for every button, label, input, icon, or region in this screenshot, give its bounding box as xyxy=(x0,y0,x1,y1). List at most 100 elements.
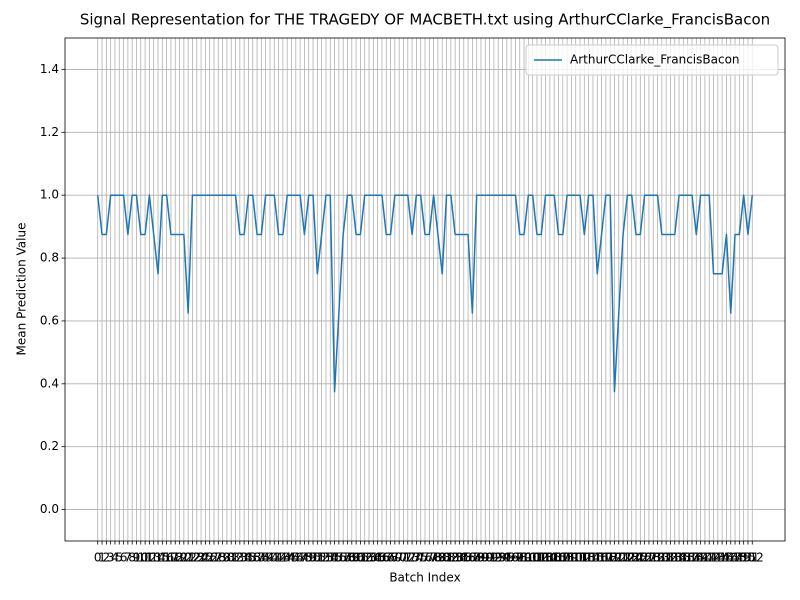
x-tick-label: 34 xyxy=(236,551,251,565)
x-tick-label: 54 xyxy=(323,551,338,565)
x-tick-label: 132 xyxy=(655,551,678,565)
x-tick-label: 85 xyxy=(456,551,471,565)
x-tick-label: 67 xyxy=(379,551,394,565)
x-tick-label: 69 xyxy=(387,551,402,565)
x-tick-label: 10 xyxy=(133,551,148,565)
x-tick-label: 97 xyxy=(508,551,523,565)
y-tick-label: 1.2 xyxy=(40,125,59,139)
x-tick-label: 0 xyxy=(94,551,102,565)
x-tick-label: 116 xyxy=(586,551,609,565)
y-axis-label: Mean Prediction Value xyxy=(15,223,29,356)
x-tick-label: 49 xyxy=(301,551,316,565)
x-tick-label: 143 xyxy=(702,551,725,565)
x-tick-label: 60 xyxy=(348,551,363,565)
x-tick-label: 134 xyxy=(663,551,686,565)
x-tick-label: 73 xyxy=(404,551,419,565)
x-tick-label: 46 xyxy=(288,551,303,565)
x-tick-label: 95 xyxy=(499,551,514,565)
x-tick-label: 70 xyxy=(392,551,407,565)
x-tick-label: 38 xyxy=(254,551,269,565)
x-tick-label: 115 xyxy=(581,551,604,565)
x-tick-label: 100 xyxy=(517,551,540,565)
x-tick-label: 28 xyxy=(211,551,226,565)
x-tick-label: 27 xyxy=(206,551,221,565)
x-tick-label: 78 xyxy=(426,551,441,565)
x-tick-label: 64 xyxy=(366,551,381,565)
x-tick-label: 25 xyxy=(198,551,213,565)
x-tick-label: 129 xyxy=(642,551,665,565)
x-tick-label: 53 xyxy=(318,551,333,565)
x-tick-label: 57 xyxy=(336,551,351,565)
x-tick-label: 82 xyxy=(443,551,458,565)
x-tick-label: 2 xyxy=(103,551,111,565)
x-tick-label: 141 xyxy=(693,551,716,565)
x-tick-label: 51 xyxy=(310,551,325,565)
x-tick-label: 41 xyxy=(267,551,282,565)
x-tick-label: 56 xyxy=(331,551,346,565)
x-tick-label: 42 xyxy=(271,551,286,565)
y-tick-label: 0.4 xyxy=(40,376,59,390)
x-tick-label: 71 xyxy=(396,551,411,565)
x-tick-label: 33 xyxy=(232,551,247,565)
x-tick-label: 117 xyxy=(590,551,613,565)
x-tick-label: 65 xyxy=(370,551,385,565)
x-tick-label: 55 xyxy=(327,551,342,565)
x-tick-label: 4 xyxy=(111,551,119,565)
x-tick-label: 15 xyxy=(155,551,170,565)
x-tick-label: 118 xyxy=(594,551,617,565)
x-tick-label: 76 xyxy=(417,551,432,565)
x-tick-label: 39 xyxy=(258,551,273,565)
y-tick-label: 0.2 xyxy=(40,439,59,453)
x-tick-label: 120 xyxy=(603,551,626,565)
x-tick-label: 75 xyxy=(413,551,428,565)
x-tick-label: 77 xyxy=(422,551,437,565)
x-tick-label: 147 xyxy=(719,551,742,565)
x-tick-label: 123 xyxy=(616,551,639,565)
x-tick-label: 106 xyxy=(543,551,566,565)
x-tick-label: 99 xyxy=(516,551,531,565)
x-tick-label: 13 xyxy=(146,551,161,565)
x-tick-label: 145 xyxy=(711,551,734,565)
x-tick-label: 18 xyxy=(168,551,183,565)
x-tick-label: 137 xyxy=(676,551,699,565)
x-tick-label: 32 xyxy=(228,551,243,565)
legend-box xyxy=(525,44,779,76)
x-tick-label: 128 xyxy=(637,551,660,565)
x-tick-label: 126 xyxy=(629,551,652,565)
x-tick-label: 80 xyxy=(435,551,450,565)
x-tick-label: 23 xyxy=(189,551,204,565)
x-tick-label: 81 xyxy=(439,551,454,565)
x-tick-label: 16 xyxy=(159,551,174,565)
x-tick-label: 130 xyxy=(646,551,669,565)
x-tick-label: 8 xyxy=(128,551,136,565)
x-tick-label: 96 xyxy=(503,551,518,565)
x-tick-label: 93 xyxy=(491,551,506,565)
x-tick-label: 111 xyxy=(564,551,587,565)
x-tick-label: 37 xyxy=(249,551,264,565)
x-tick-label: 92 xyxy=(486,551,501,565)
x-tick-label: 89 xyxy=(473,551,488,565)
x-tick-label: 72 xyxy=(400,551,415,565)
x-tick-label: 114 xyxy=(577,551,600,565)
y-tick-label: 1.4 xyxy=(40,62,59,76)
grid-layer xyxy=(65,38,785,541)
x-tick-label: 88 xyxy=(469,551,484,565)
x-tick-label: 138 xyxy=(681,551,704,565)
x-tick-label: 121 xyxy=(607,551,630,565)
x-tick-label: 35 xyxy=(241,551,256,565)
x-tick-label: 22 xyxy=(185,551,200,565)
x-tick-label: 125 xyxy=(625,551,648,565)
x-tick-label: 52 xyxy=(314,551,329,565)
x-tick-label: 24 xyxy=(193,551,208,565)
x-tick-label: 74 xyxy=(409,551,424,565)
x-tick-label: 113 xyxy=(573,551,596,565)
x-tick-label: 17 xyxy=(163,551,178,565)
x-tick-label: 6 xyxy=(120,551,128,565)
x-tick-label: 149 xyxy=(728,551,751,565)
x-tick-label: 5 xyxy=(115,551,123,565)
x-tick-label: 110 xyxy=(560,551,583,565)
x-tick-label: 50 xyxy=(305,551,320,565)
x-tick-label: 47 xyxy=(292,551,307,565)
